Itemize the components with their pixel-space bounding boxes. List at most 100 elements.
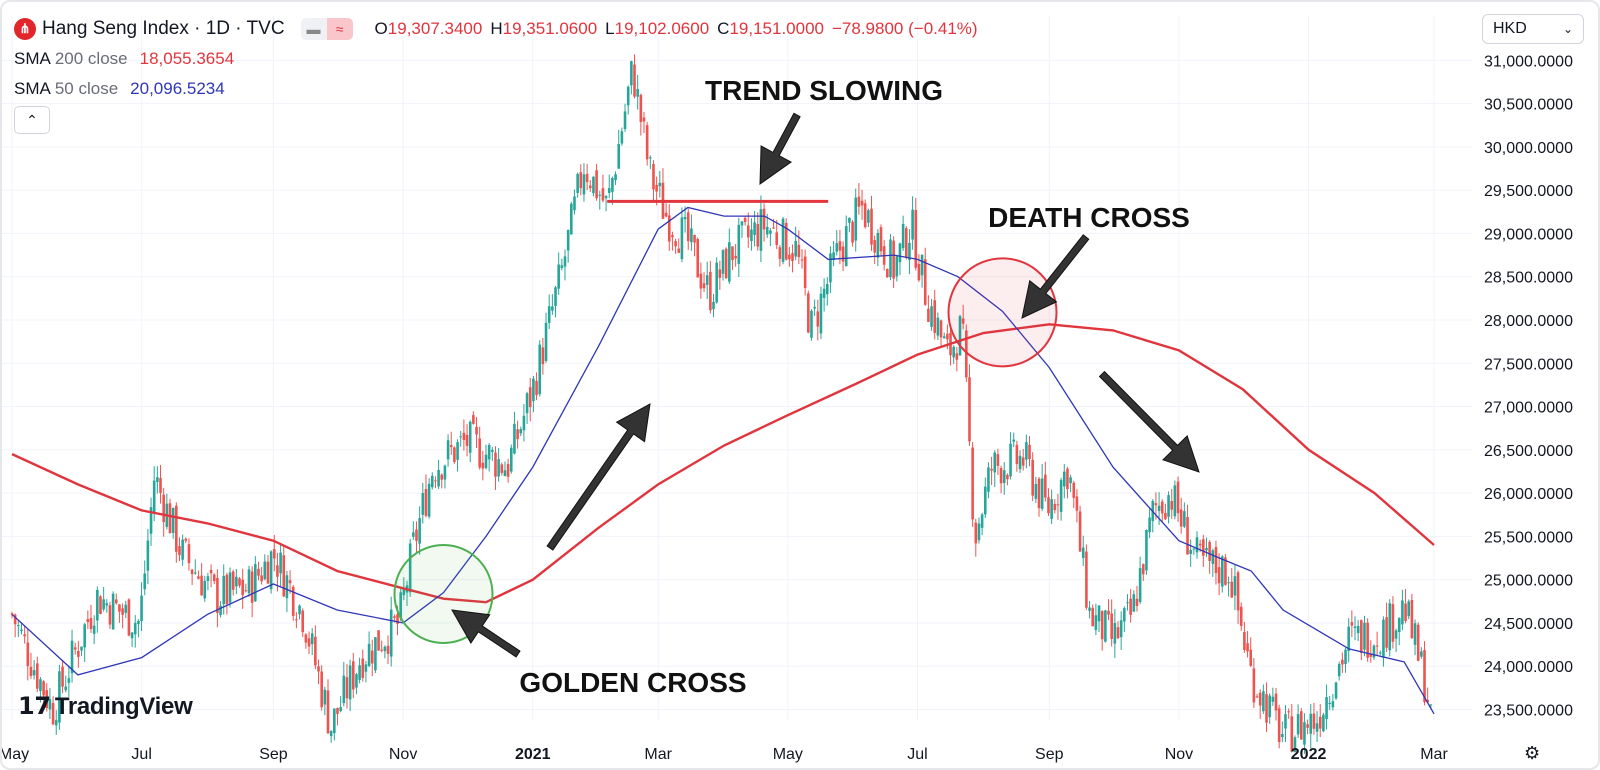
candle (671, 231, 674, 251)
candle (254, 556, 257, 602)
candle-body (1413, 623, 1417, 645)
candle (769, 227, 772, 246)
candle-body (1154, 503, 1158, 506)
indicator-sma50[interactable]: SMA 50 close 20,096.5234 (14, 74, 978, 104)
candle (860, 189, 864, 220)
candle-body (206, 576, 210, 582)
candle-body (1034, 483, 1038, 499)
candle-body (175, 505, 178, 552)
candle-body (1062, 471, 1066, 487)
candle-body (753, 222, 756, 235)
candle-body (159, 478, 162, 493)
low-value: 19,102.0600 (614, 19, 710, 38)
candle-body (323, 689, 327, 705)
candle-body (42, 681, 45, 696)
candle-body (465, 434, 469, 446)
currency-select[interactable]: HKD ⌄ (1482, 14, 1584, 44)
candle (570, 201, 573, 235)
candle-body (231, 571, 235, 590)
candle-body (965, 330, 968, 378)
candle (418, 506, 421, 555)
candle (310, 628, 314, 656)
candle-body (923, 259, 927, 305)
open-value: 19,307.3400 (387, 19, 483, 38)
candle (231, 569, 235, 596)
candle (434, 476, 437, 489)
candle (993, 450, 997, 487)
candle (89, 604, 93, 633)
candle-body (298, 605, 301, 615)
candle (383, 645, 387, 659)
candle-body (1397, 618, 1401, 632)
candle (108, 601, 112, 629)
x-tick-label: Sep (259, 746, 288, 763)
candle-body (152, 480, 156, 513)
candle-body (111, 593, 115, 630)
candle-body (149, 507, 153, 534)
candle (1075, 489, 1079, 523)
candle-body (190, 569, 194, 575)
candle-body (1224, 557, 1227, 585)
candle-body (1205, 548, 1208, 551)
candle (686, 208, 690, 250)
minus-icon[interactable]: ▬ (306, 21, 321, 37)
candle-body (702, 283, 706, 289)
candle (557, 252, 560, 295)
candle-body (639, 94, 643, 123)
candle (282, 546, 286, 598)
y-tick-label: 28,000.0000 (1484, 313, 1573, 330)
candle (443, 464, 447, 489)
candle-body (974, 522, 978, 544)
candle-body (99, 596, 102, 614)
candle-body (54, 720, 58, 726)
x-axis: May Jul Sep Nov 2021 Mar May Jul Sep Nov 2022 Mar (2, 746, 1448, 763)
symbol-title[interactable]: Hang Seng Index · 1D · TVC (42, 18, 285, 39)
candle-body (64, 686, 68, 691)
candle-body (642, 117, 646, 122)
candle-body (80, 646, 83, 651)
candle-body (829, 253, 832, 283)
candle-body (528, 387, 532, 408)
candle-body (178, 546, 181, 556)
candle-body (424, 489, 428, 516)
candle-body (1031, 459, 1034, 496)
candle (1224, 554, 1227, 586)
tradingview-logo[interactable]: 𝟭𝟳 TradingView (18, 692, 193, 721)
candle (781, 217, 785, 265)
candle-body (276, 565, 279, 577)
chart-style-toggle[interactable]: ▬ ≈ (300, 18, 353, 40)
candle-body (560, 265, 564, 268)
candle (1062, 463, 1066, 499)
candle (829, 246, 832, 293)
candle-body (295, 619, 298, 621)
candle (437, 459, 440, 490)
candle (1265, 682, 1268, 733)
candle-body (636, 88, 639, 97)
candle (80, 646, 83, 656)
candle-body (645, 125, 649, 160)
wave-icon[interactable]: ≈ (326, 18, 353, 40)
candle (1034, 476, 1038, 503)
candle-body (1104, 610, 1107, 642)
candle (257, 561, 260, 581)
candle-body (1337, 663, 1341, 677)
indicator-sma200[interactable]: SMA 200 close 18,055.3654 (14, 44, 978, 74)
candle-body (1429, 704, 1433, 706)
candle (266, 554, 270, 584)
candle (825, 277, 829, 306)
candle-body (1423, 650, 1426, 703)
candle (421, 482, 425, 524)
candle (762, 203, 766, 242)
candle-body (13, 614, 17, 625)
candle-body (592, 176, 595, 194)
candle-body (193, 572, 197, 574)
collapse-legend-button[interactable]: ⌃ (14, 106, 50, 134)
candle (1110, 599, 1113, 647)
gear-icon[interactable]: ⚙ (1524, 743, 1541, 763)
candle-body (168, 503, 172, 534)
indicator-name: SMA (14, 79, 51, 98)
candle-body (310, 633, 314, 645)
candle (1315, 711, 1319, 742)
candle-body (1053, 503, 1057, 511)
